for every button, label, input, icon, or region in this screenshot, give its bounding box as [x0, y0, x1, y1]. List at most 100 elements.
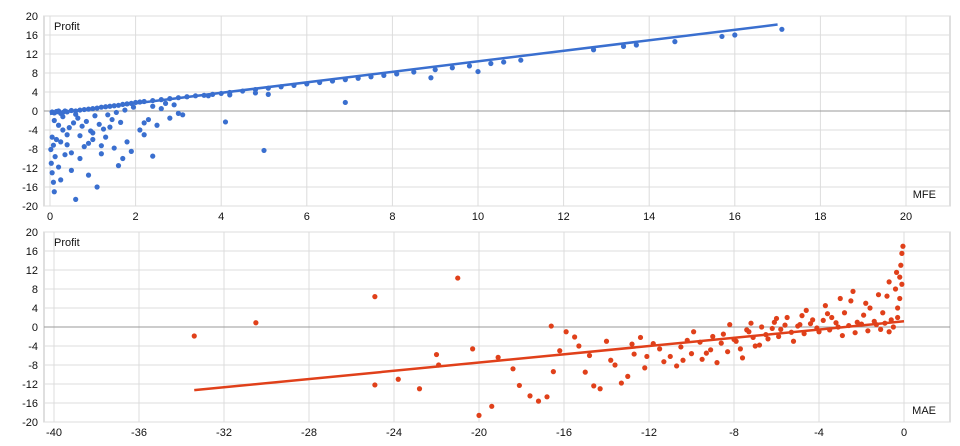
- data-point: [822, 303, 828, 309]
- data-point: [428, 75, 434, 81]
- data-point: [120, 155, 126, 162]
- data-point: [875, 292, 882, 298]
- y-tick-label: 0: [32, 106, 38, 118]
- x-tick-label: -24: [386, 427, 402, 439]
- data-point: [833, 320, 839, 326]
- data-point: [70, 120, 77, 126]
- data-point: [111, 145, 117, 151]
- y-tick-label: 16: [26, 30, 38, 42]
- x-tick-label: -8: [729, 427, 739, 439]
- data-point: [518, 57, 524, 63]
- data-point: [824, 311, 831, 317]
- data-point: [880, 310, 886, 316]
- x-tick-label: -32: [216, 427, 232, 439]
- data-point: [68, 167, 74, 173]
- data-point: [691, 329, 697, 335]
- data-point: [897, 295, 903, 302]
- data-point: [48, 146, 54, 153]
- data-point: [411, 69, 417, 75]
- data-point: [644, 353, 650, 360]
- data-point: [150, 103, 156, 109]
- data-point: [778, 326, 784, 332]
- data-point: [51, 189, 57, 195]
- x-tick-label: -40: [46, 427, 62, 439]
- data-point: [470, 346, 476, 352]
- data-point: [737, 346, 743, 352]
- data-point: [776, 333, 782, 340]
- data-point: [395, 376, 401, 382]
- data-point: [725, 349, 731, 355]
- x-tick-label: -4: [814, 427, 824, 439]
- data-point: [861, 312, 867, 318]
- y-tick-label: -12: [22, 163, 38, 175]
- data-point: [625, 373, 631, 379]
- data-point: [708, 347, 714, 353]
- data-point: [55, 164, 62, 170]
- data-point: [449, 65, 455, 71]
- data-point: [771, 319, 777, 325]
- data-point: [807, 321, 814, 327]
- data-point: [73, 196, 79, 202]
- data-point: [680, 357, 686, 363]
- data-point: [64, 132, 70, 138]
- data-point: [141, 120, 147, 126]
- data-point: [48, 160, 54, 166]
- data-point: [674, 363, 680, 369]
- data-point: [342, 99, 348, 106]
- data-point: [699, 356, 705, 362]
- trend-line: [194, 320, 905, 392]
- data-point: [58, 139, 64, 145]
- data-point: [878, 326, 884, 332]
- x-tick-label: -12: [641, 427, 657, 439]
- data-points: [48, 26, 785, 202]
- y-tick-labels: 20 16 12 8 4 0 -4 -8 -12 -16 -20: [22, 227, 38, 429]
- data-point: [107, 124, 113, 130]
- data-point: [154, 122, 160, 128]
- x-tick-label: 12: [557, 211, 569, 223]
- data-point: [661, 359, 667, 365]
- data-point: [548, 323, 554, 329]
- data-point: [66, 125, 72, 131]
- x-axis-title: MAE: [912, 405, 936, 417]
- data-point: [535, 398, 542, 404]
- data-point: [810, 317, 816, 323]
- data-point: [52, 154, 58, 160]
- data-point: [678, 344, 684, 350]
- data-point: [180, 112, 186, 118]
- data-point: [98, 143, 104, 149]
- data-point: [128, 148, 134, 154]
- data-point: [710, 333, 716, 340]
- x-tick-label: 8: [389, 211, 395, 223]
- data-point: [109, 116, 115, 123]
- data-point: [779, 26, 785, 32]
- data-point: [516, 382, 522, 389]
- data-point: [253, 320, 259, 326]
- x-tick-label: 0: [901, 427, 907, 439]
- data-point: [629, 341, 635, 347]
- y-tick-label: -4: [28, 125, 38, 137]
- data-point: [884, 293, 890, 299]
- data-point: [837, 295, 843, 302]
- data-point: [77, 133, 83, 139]
- data-point: [557, 348, 563, 354]
- data-point: [765, 336, 771, 342]
- data-point: [252, 90, 259, 96]
- data-point: [162, 100, 169, 106]
- x-axis-title: MFE: [913, 189, 936, 201]
- y-tick-label: -8: [28, 144, 38, 156]
- y-tick-label: 4: [32, 87, 38, 99]
- data-point: [137, 127, 143, 133]
- data-point: [105, 112, 111, 118]
- data-point: [839, 332, 845, 339]
- data-point: [744, 327, 750, 333]
- data-point: [150, 153, 156, 159]
- data-point: [68, 150, 74, 156]
- data-point: [49, 170, 55, 176]
- data-point: [90, 130, 96, 136]
- data-point: [895, 314, 901, 321]
- data-point: [98, 151, 104, 157]
- y-tick-label: -16: [22, 182, 38, 194]
- data-point: [803, 307, 809, 313]
- data-point: [175, 110, 181, 116]
